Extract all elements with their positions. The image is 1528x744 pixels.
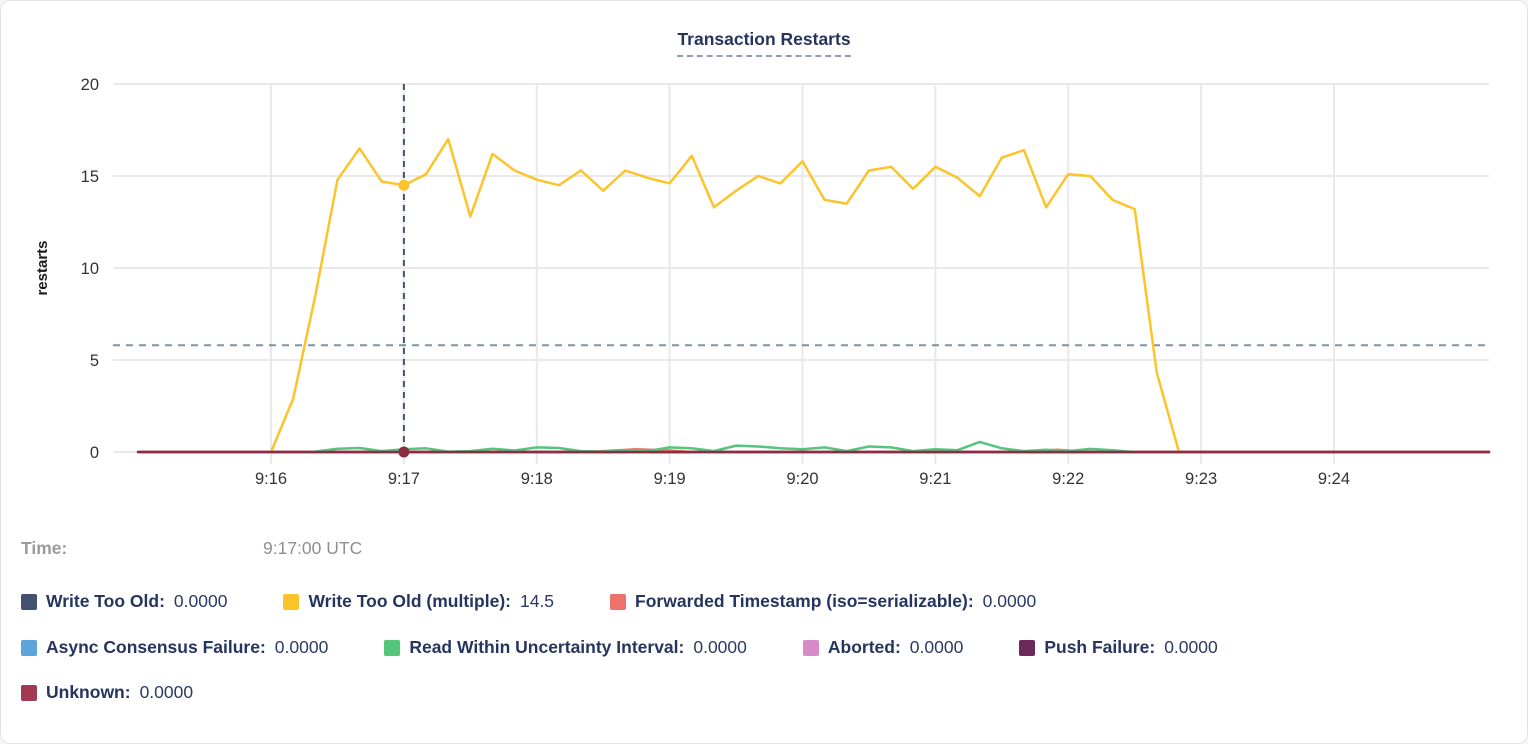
x-tick-label: 9:17 (388, 470, 420, 488)
series-line-read-within-uncertainty-interval (314, 440, 1136, 454)
transaction-restarts-chart[interactable]: 0 5 10 15 20 9:16 9:17 9:18 9:19 9:20 9:21 9:22 9:23… (1, 1, 1528, 521)
y-tick-label: 10 (81, 260, 99, 278)
x-tick-label: 9:20 (786, 470, 818, 488)
x-tick-label: 9:21 (919, 470, 951, 488)
legend-item-push-failure: Push Failure: 0.0000 (1019, 637, 1218, 658)
legend-item-unknown: Unknown: 0.0000 (21, 682, 193, 703)
chart-title[interactable]: Transaction Restarts (677, 29, 851, 57)
legend-row-3: Unknown: 0.0000 (21, 682, 193, 703)
legend-row-2: Async Consensus Failure: 0.0000 Read Wit… (21, 637, 1218, 658)
series-line-write-too-old-multiple- (269, 137, 1181, 454)
x-tick-label: 9:18 (521, 470, 553, 488)
x-tick-label: 9:23 (1185, 470, 1217, 488)
x-tick-label: 9:24 (1318, 470, 1350, 488)
y-tick-label: 15 (81, 168, 99, 186)
read-within-uncertainty-swatch-icon (384, 639, 401, 656)
y-tick-label: 5 (90, 352, 99, 370)
legend-item-async-consensus-failure: Async Consensus Failure: 0.0000 (21, 637, 328, 658)
legend-item-write-too-old-multiple: Write Too Old (multiple): 14.5 (283, 591, 554, 612)
y-axis-label: restarts (34, 240, 51, 295)
write-too-old-swatch-icon (21, 593, 37, 610)
x-tick-label: 9:22 (1052, 470, 1084, 488)
legend-item-aborted: Aborted: 0.0000 (802, 637, 963, 658)
x-tick-label: 9:16 (255, 470, 287, 488)
push-failure-swatch-icon (1019, 639, 1036, 656)
unknown-swatch-icon (21, 684, 37, 701)
hover-dot-unknown (398, 446, 410, 458)
x-tick-label: 9:19 (654, 470, 686, 488)
legend-item-write-too-old: Write Too Old: 0.0000 (21, 591, 227, 612)
y-tick-label: 0 (90, 444, 99, 462)
legend-item-forwarded-timestamp: Forwarded Timestamp (iso=serializable): … (610, 591, 1036, 612)
y-tick-label: 20 (81, 76, 99, 94)
hover-dot-write-too-old-multiple- (398, 179, 410, 191)
legend-item-read-within-uncertainty: Read Within Uncertainty Interval: 0.0000 (384, 637, 747, 658)
time-value: 9:17:00 UTC (263, 538, 363, 558)
forwarded-timestamp-swatch-icon (610, 593, 627, 610)
write-too-old-multiple-swatch-icon (283, 593, 300, 610)
async-consensus-failure-swatch-icon (21, 639, 37, 656)
legend-row-1: Write Too Old: 0.0000 Write Too Old (mul… (21, 591, 1036, 612)
aborted-swatch-icon (802, 639, 819, 656)
time-label: Time: (21, 538, 68, 558)
